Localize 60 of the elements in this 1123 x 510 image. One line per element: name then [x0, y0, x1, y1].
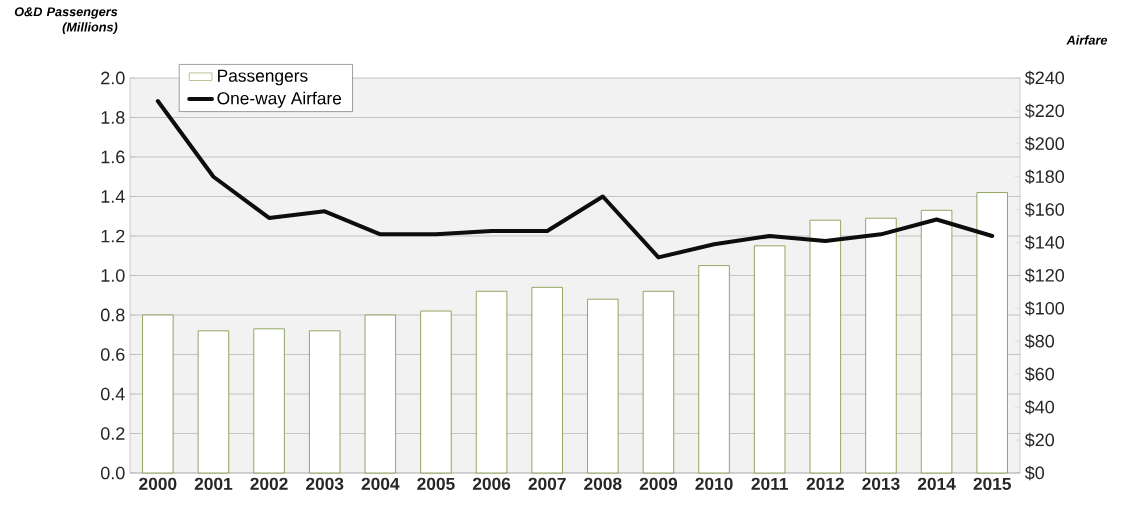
x-tick-label: 2010	[695, 477, 733, 490]
bar	[364, 314, 397, 474]
y-axis-title: O&D Passengers (Millions)	[14, 7, 118, 35]
y2-tick-label: $80	[1024, 334, 1055, 349]
y-tick-label: 1.6	[101, 150, 125, 164]
y2-tick-label: $120	[1024, 268, 1065, 283]
y2-tick-label: $140	[1024, 235, 1065, 250]
x-tick-label: 2014	[917, 477, 956, 490]
bar	[587, 298, 619, 474]
legend-label: One-way Airfare	[217, 91, 342, 108]
x-tick-label: 2005	[417, 477, 455, 490]
y2-tick-label: $0	[1024, 465, 1045, 481]
bar	[809, 219, 842, 474]
legend-label: Passengers	[218, 69, 308, 86]
x-tick-label: 2013	[862, 477, 900, 490]
bar	[976, 192, 1008, 474]
bar	[754, 245, 786, 474]
bar	[920, 209, 953, 474]
y2-tick-label: $160	[1024, 202, 1065, 217]
y2-tick-label: $220	[1024, 103, 1065, 119]
bar	[420, 310, 452, 474]
x-tick-label: 2015	[973, 477, 1011, 490]
y-tick-label: 0.2	[100, 427, 125, 440]
bar	[865, 217, 897, 474]
bar	[531, 286, 563, 474]
x-tick-label: 2000	[139, 477, 177, 490]
y-tick-label: 0.0	[100, 466, 125, 480]
bar	[309, 330, 341, 474]
bar	[642, 290, 675, 474]
y2-axis-title: Airfare	[1066, 35, 1108, 45]
bar	[197, 330, 230, 474]
y-tick-label: 1.8	[101, 111, 125, 124]
y-tick-label: 0.6	[100, 348, 125, 361]
y-tick-label: 0.8	[100, 308, 125, 322]
y-tick-label: 1.2	[101, 229, 125, 243]
bar	[698, 265, 730, 474]
x-tick-label: 2011	[751, 477, 789, 490]
x-tick-label: 2012	[806, 477, 844, 490]
x-tick-label: 2002	[250, 477, 288, 490]
y-tick-label: 1.0	[101, 269, 125, 282]
x-tick-label: 2008	[584, 477, 622, 490]
y2-tick-label: $100	[1024, 301, 1065, 316]
y-tick-label: 2.0	[101, 71, 125, 85]
y2-tick-label: $60	[1024, 366, 1055, 382]
x-tick-label: 2006	[472, 477, 511, 490]
bar	[253, 328, 285, 474]
x-tick-label: 2003	[306, 477, 344, 490]
y2-tick-label: $180	[1024, 169, 1065, 185]
x-tick-label: 2004	[361, 477, 400, 490]
x-tick-label: 2007	[528, 477, 566, 490]
y2-tick-label: $20	[1024, 432, 1055, 448]
bar	[142, 314, 174, 474]
y-tick-label: 1.4	[101, 190, 125, 203]
bar	[475, 290, 508, 474]
x-tick-label: 2009	[639, 477, 678, 490]
y2-tick-label: $40	[1024, 399, 1055, 415]
y-tick-label: 0.4	[100, 387, 125, 401]
x-tick-label: 2001	[194, 477, 233, 490]
y2-tick-label: $240	[1024, 70, 1065, 86]
y2-tick-label: $200	[1024, 136, 1065, 152]
